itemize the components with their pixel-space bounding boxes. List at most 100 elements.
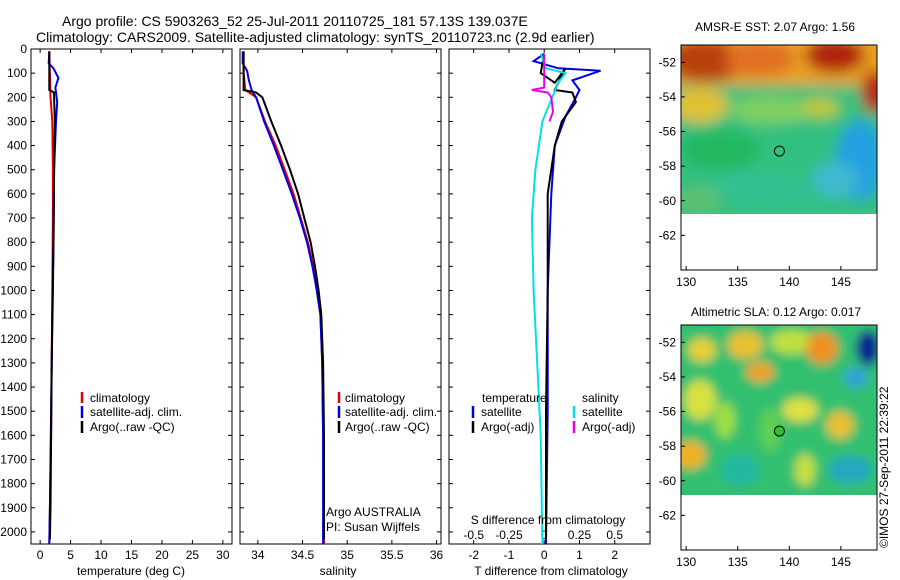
x-tick-label: 36: [430, 548, 444, 562]
x-tick-label: 25: [186, 548, 200, 562]
depth-tick-label: 300: [7, 114, 27, 128]
x-tick-label: 1: [576, 548, 583, 562]
legend-label-argo: Argo(..raw -QC): [345, 420, 430, 434]
legend-label-climatology: climatology: [345, 391, 405, 405]
s-tick-label: 0: [541, 528, 548, 542]
map-x-tick-label: 145: [831, 555, 851, 569]
depth-tick-label: 100: [7, 66, 27, 80]
depth-tick-label: 2000: [0, 525, 27, 539]
sla-map-field: [681, 325, 877, 495]
temperature-legend: climatology satellite-adj. clim. Argo(..…: [80, 391, 182, 434]
map-y-tick-label: -52: [659, 335, 677, 349]
sst-map-frame: [680, 44, 878, 271]
map-x-tick-label: 145: [831, 275, 851, 289]
legend-title-temperature: temperature: [482, 391, 547, 405]
argo-country-note: Argo AUSTRALIA: [326, 505, 421, 519]
temperature-series: [47, 51, 60, 545]
x-tick-label: 15: [125, 548, 139, 562]
depth-tick-label: 1300: [0, 356, 27, 370]
legend-label-s-satellite: satellite: [582, 405, 623, 419]
sst-map-field: [681, 45, 877, 214]
x-tick-label: 2: [611, 548, 618, 562]
x-tick-label: -1: [504, 548, 515, 562]
map-y-tick-label: -52: [659, 55, 677, 69]
legend-label-argo: Argo(..raw -QC): [90, 420, 175, 434]
depth-tick-label: 1800: [0, 477, 27, 491]
legend-title-salinity: salinity: [582, 391, 619, 405]
x-tick-label: 0: [37, 548, 44, 562]
difference-series: [530, 52, 601, 545]
depth-tick-label: 1700: [0, 452, 27, 466]
series-line-2-1: [539, 53, 578, 540]
salinity-x-axis: 34 34.5 35 35.5 36: [251, 49, 444, 562]
map-y-tick-label: -62: [659, 228, 677, 242]
series-line-1-1: [241, 51, 325, 544]
x-tick-label: 20: [155, 548, 169, 562]
s-tick-label: 0.5: [606, 528, 623, 542]
map-x-tick-label: 130: [676, 275, 696, 289]
map-y-tick-label: -56: [659, 405, 677, 419]
s-tick-label: -0.5: [463, 528, 484, 542]
temperature-x-axis: 0 5 10 15 20 25 30: [37, 49, 230, 562]
difference-legend: temperature salinity satellite Argo(-adj…: [471, 391, 635, 434]
imos-timestamp: ©IMOS 27-Sep-2011 22:39:22: [877, 386, 891, 548]
series-line-1-2: [242, 51, 325, 540]
depth-tick-label: 1900: [0, 501, 27, 515]
x-tick-label: 30: [216, 548, 230, 562]
series-line-1-0: [242, 51, 325, 545]
salinity-series: [241, 51, 325, 545]
legend-label-t-argo: Argo(-adj): [481, 420, 534, 434]
map-x-tick-label: 140: [779, 275, 799, 289]
depth-tick-label: 800: [7, 235, 27, 249]
depth-axis: 0 100 200 300 400 500 600 700 800 900 1000 1100 1200…: [0, 42, 650, 539]
map-x-tick-label: 135: [728, 275, 748, 289]
legend-label-climatology: climatology: [90, 391, 150, 405]
depth-tick-label: 200: [7, 90, 27, 104]
sst-map-title: AMSR-E SST: 2.07 Argo: 1.56: [695, 20, 855, 34]
map-y-tick-label: -62: [659, 508, 677, 522]
sst-map-axes: 130 135 140 145 -52 -54 -56 -58 -60 -62: [659, 55, 852, 289]
t-difference-axis-label: T difference from climatology: [474, 564, 628, 578]
depth-tick-label: 0: [20, 42, 27, 56]
map-y-tick-label: -54: [659, 90, 677, 104]
series-line-2-0: [531, 52, 601, 545]
map-x-tick-label: 140: [779, 555, 799, 569]
depth-tick-label: 1600: [0, 428, 27, 442]
argo-pi-note: PI: Susan Wijffels: [326, 520, 420, 534]
legend-label-satellite: satellite-adj. clim.: [90, 405, 182, 419]
depth-tick-label: 600: [7, 187, 27, 201]
sla-map-title: Altimetric SLA: 0.12 Argo: 0.017: [691, 305, 861, 319]
sla-argo-position-marker: [773, 425, 785, 437]
legend-label-satellite: satellite-adj. clim.: [345, 405, 437, 419]
s-tick-label: -0.25: [495, 528, 523, 542]
temperature-plot-frame: [30, 48, 233, 545]
series-line-0-2: [48, 51, 56, 540]
depth-tick-label: 900: [7, 259, 27, 273]
x-tick-label: 5: [67, 548, 74, 562]
x-tick-label: -2: [468, 548, 479, 562]
salinity-axis-label: salinity: [320, 564, 357, 578]
map-x-tick-label: 135: [728, 555, 748, 569]
x-tick-label: 0: [541, 548, 548, 562]
sla-map-axes: 130 135 140 145 -52 -54 -56 -58 -60 -62: [659, 335, 852, 569]
salinity-legend: climatology satellite-adj. clim. Argo(..…: [337, 391, 437, 434]
map-x-tick-label: 130: [676, 555, 696, 569]
sst-argo-position-marker: [773, 145, 785, 157]
depth-tick-label: 700: [7, 211, 27, 225]
map-y-tick-label: -60: [659, 474, 677, 488]
depth-tick-label: 1100: [1, 308, 27, 322]
temperature-axis-label: temperature (deg C): [77, 564, 185, 578]
series-line-2-3: [531, 53, 555, 122]
map-y-tick-label: -58: [659, 159, 677, 173]
x-tick-label: 10: [94, 548, 108, 562]
map-y-tick-label: -54: [659, 370, 677, 384]
series-line-2-2: [530, 53, 568, 545]
s-difference-axis-label: S difference from climatology: [471, 513, 626, 527]
legend-label-s-argo: Argo(-adj): [582, 420, 635, 434]
map-y-tick-label: -60: [659, 194, 677, 208]
map-y-tick-label: -58: [659, 439, 677, 453]
depth-tick-label: 1200: [0, 332, 27, 346]
x-tick-label: 35.5: [380, 548, 404, 562]
depth-tick-label: 1500: [0, 404, 27, 418]
